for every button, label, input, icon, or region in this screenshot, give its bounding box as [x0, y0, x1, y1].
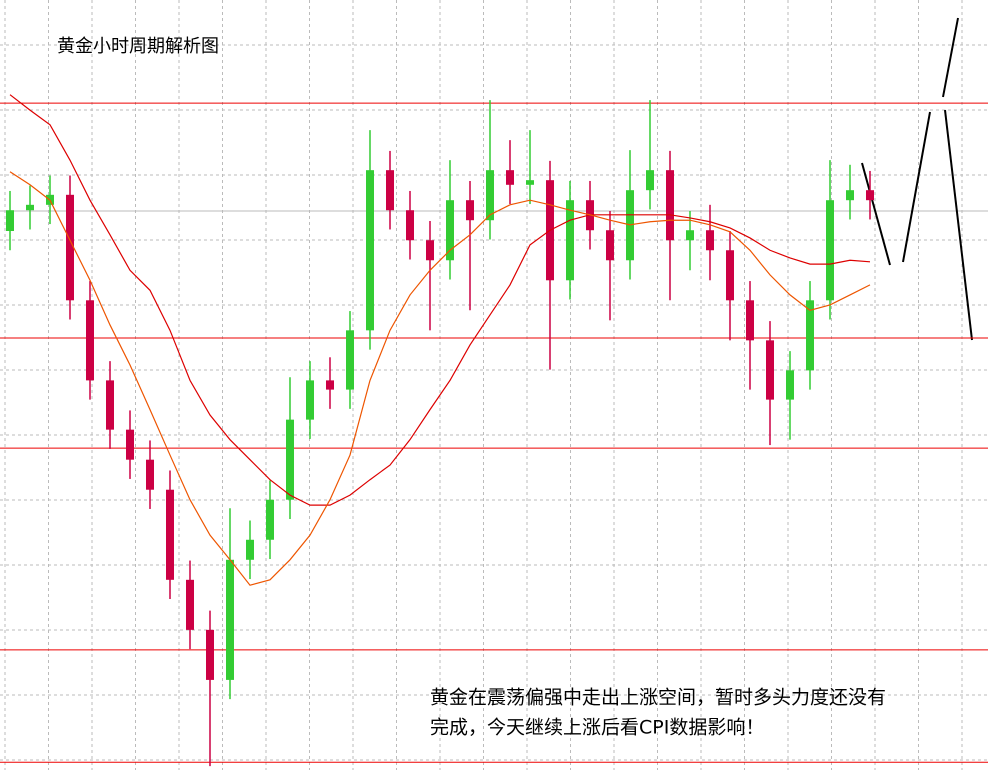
candle-body: [26, 204, 34, 211]
candle-body: [566, 200, 574, 281]
candle-body: [866, 190, 874, 201]
candle-body: [406, 210, 414, 241]
annotation: 完成，今天继续上涨后看CPI数据影响！: [430, 717, 764, 739]
candle-body: [446, 200, 454, 261]
candle-body: [286, 419, 294, 500]
candle-body: [306, 380, 314, 420]
candle-body: [206, 629, 214, 680]
candle-body: [806, 300, 814, 371]
candle-body: [326, 380, 334, 390]
candle-body: [686, 230, 694, 241]
candle-body: [346, 330, 354, 390]
candle-body: [486, 170, 494, 221]
candle-body: [846, 190, 854, 201]
candle-body: [746, 300, 754, 341]
moving-average: [9, 171, 871, 586]
candle-body: [526, 180, 534, 185]
candle-body: [466, 200, 474, 221]
annotation: 黄金在震荡偏强中走出上涨空间，暂时多头力度还没有: [430, 687, 886, 709]
candle-body: [606, 230, 614, 261]
candle-body: [226, 559, 234, 680]
candle-body: [66, 194, 74, 301]
candle-body: [506, 170, 514, 185]
candle-body: [86, 300, 94, 381]
forecast-lines: [861, 17, 973, 341]
moving-average: [9, 94, 871, 506]
candle-body: [6, 210, 14, 231]
candle-body: [666, 170, 674, 241]
candle-body: [246, 539, 254, 560]
candle-body: [386, 170, 394, 211]
candle-body: [646, 170, 654, 191]
candle-body: [726, 250, 734, 301]
candle-body: [766, 340, 774, 400]
candle-body: [146, 459, 154, 490]
candle-body: [126, 429, 134, 460]
candle-body: [426, 240, 434, 261]
candle-body: [786, 370, 794, 400]
candle-body: [166, 489, 174, 580]
chart-title: 黄金小时周期解析图: [57, 36, 219, 57]
candle-body: [826, 200, 834, 301]
candle-body: [706, 230, 714, 251]
candle-body: [366, 170, 374, 331]
candle-body: [106, 380, 114, 430]
candle-body: [186, 579, 194, 630]
candle-body: [266, 499, 274, 540]
